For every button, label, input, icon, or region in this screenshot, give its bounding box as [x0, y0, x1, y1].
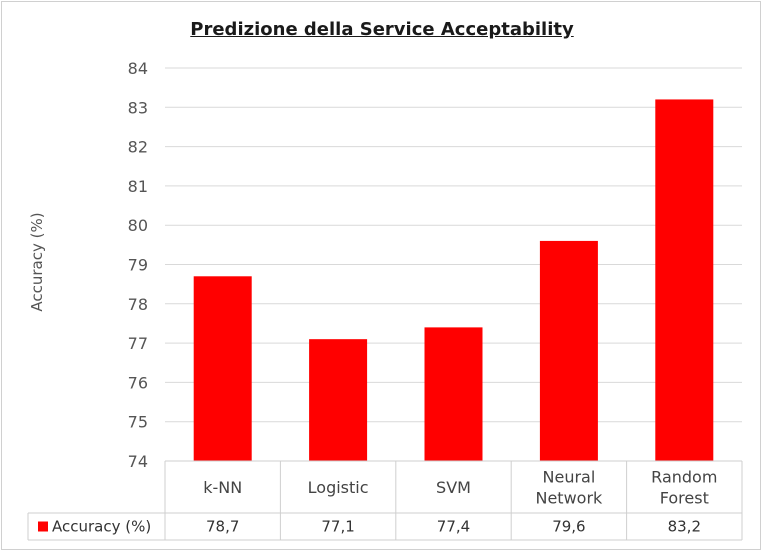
data-label: 77,4 [437, 518, 470, 536]
y-tick-label: 80 [128, 216, 148, 235]
y-tick-label: 75 [128, 413, 148, 432]
data-label: 77,1 [321, 518, 354, 536]
y-tick-label: 74 [128, 452, 148, 471]
bar [655, 99, 714, 461]
y-tick-label: 84 [128, 59, 148, 78]
y-tick-label: 79 [128, 256, 148, 275]
x-tick-label: Neural Network [535, 468, 603, 508]
x-tick-label: Logistic [308, 478, 369, 497]
bar [309, 339, 368, 461]
legend-swatch [38, 521, 48, 532]
bar [193, 276, 252, 461]
x-tick-label: SVM [436, 478, 471, 497]
x-tick-label: Random Forest [651, 468, 717, 508]
bar [424, 327, 483, 461]
legend-label: Accuracy (%) [52, 518, 151, 536]
y-tick-label: 82 [128, 138, 148, 157]
y-tick-label: 81 [128, 177, 148, 196]
data-label: 83,2 [668, 518, 701, 536]
y-tick-label: 78 [128, 295, 148, 314]
y-tick-label: 83 [128, 98, 148, 117]
data-label: 78,7 [206, 518, 239, 536]
bar [539, 240, 598, 461]
y-tick-label: 76 [128, 373, 148, 392]
chart-title: Predizione della Service Acceptability [190, 19, 574, 40]
data-label: 79,6 [552, 518, 585, 536]
x-tick-label: k-NN [203, 478, 242, 497]
y-tick-label: 77 [128, 334, 148, 353]
